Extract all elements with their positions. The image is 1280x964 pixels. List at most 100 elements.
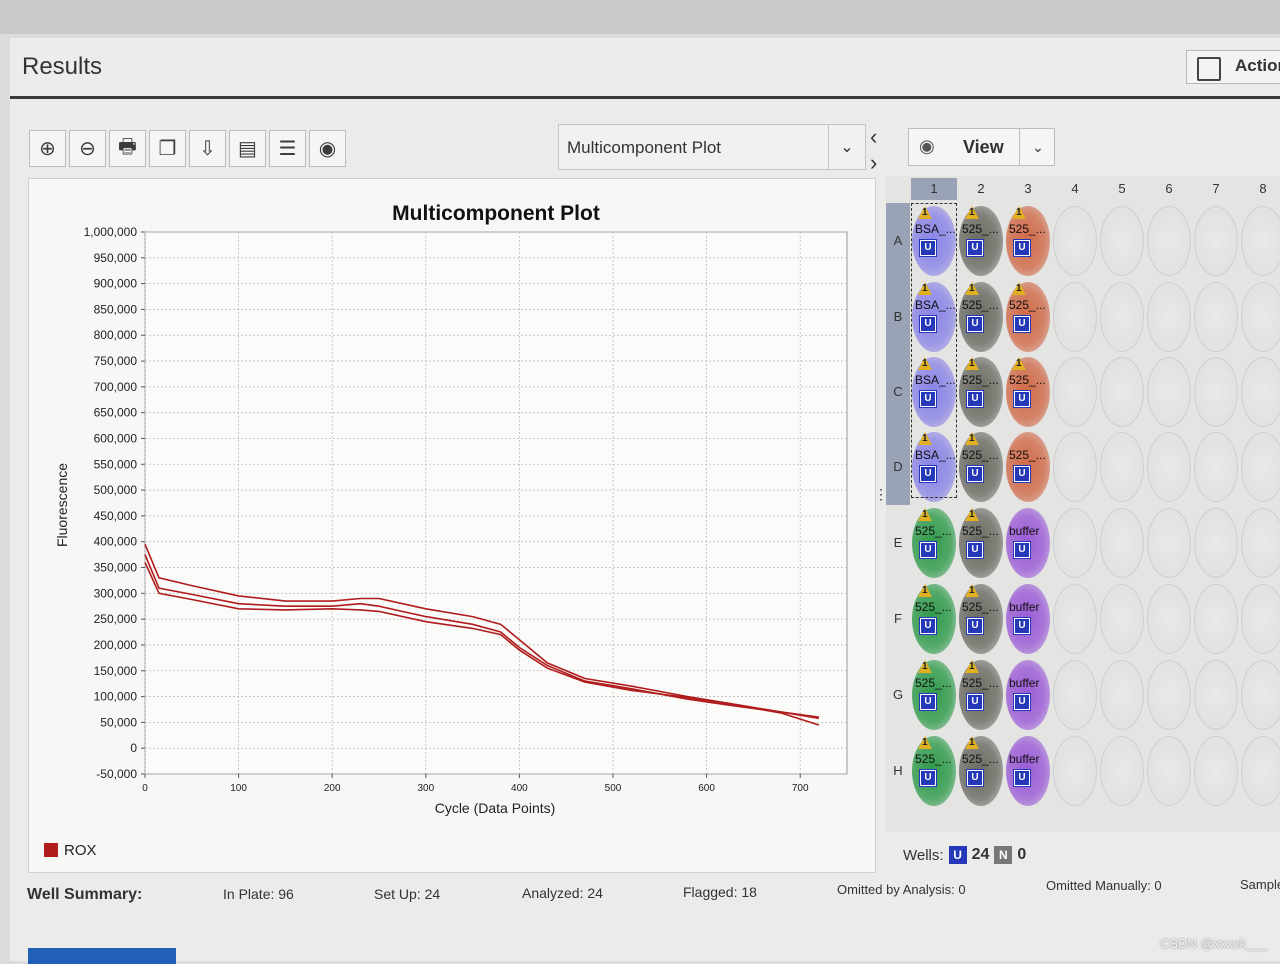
column-header-1[interactable]: 1 xyxy=(911,178,957,200)
empty-well[interactable] xyxy=(1147,660,1191,730)
row-header-H[interactable]: H xyxy=(893,763,903,778)
export-button[interactable]: ⇩ xyxy=(189,130,226,167)
empty-well[interactable] xyxy=(1194,508,1238,578)
plate-well[interactable]: 1 525_... U xyxy=(959,508,1003,578)
empty-well[interactable] xyxy=(1194,206,1238,276)
plate-well[interactable]: 1 525_... U xyxy=(959,432,1003,502)
empty-well[interactable] xyxy=(1053,736,1097,806)
bottom-action-button[interactable] xyxy=(28,948,176,964)
empty-well[interactable] xyxy=(1241,736,1280,806)
plate-well[interactable]: 1 525_... U xyxy=(959,357,1003,427)
empty-well[interactable] xyxy=(1241,660,1280,730)
row-header-B[interactable]: B xyxy=(886,279,910,355)
plate-well[interactable]: 1 BSA_... U xyxy=(912,432,956,502)
empty-well[interactable] xyxy=(1100,282,1144,352)
multicomponent-plot[interactable]: 1,000,000 950,000 900,000 850,000 800,000 750… xyxy=(29,179,875,872)
column-header-6[interactable]: 6 xyxy=(1165,181,1173,196)
plate-well[interactable]: 1 BSA_... U xyxy=(912,206,956,276)
plate-well[interactable]: 1 525_... U xyxy=(959,206,1003,276)
action-button[interactable]: Action xyxy=(1186,50,1280,84)
empty-well[interactable] xyxy=(1147,508,1191,578)
plate-well[interactable]: 1 525_... U xyxy=(912,584,956,654)
plate-well[interactable]: 525_... U xyxy=(1006,432,1050,502)
empty-well[interactable] xyxy=(1241,282,1280,352)
chevron-left-icon[interactable]: ‹ xyxy=(870,124,878,149)
empty-well[interactable] xyxy=(1100,660,1144,730)
empty-well[interactable] xyxy=(1194,736,1238,806)
plate-well[interactable]: 1 BSA_... U xyxy=(912,357,956,427)
empty-well[interactable] xyxy=(1100,206,1144,276)
chevron-right-icon[interactable]: › xyxy=(870,150,878,175)
chevron-down-icon[interactable]: ⌄ xyxy=(828,125,865,169)
view-button[interactable]: ◉ View ⌄ xyxy=(908,128,1055,166)
plate-well[interactable]: 1 525_... U xyxy=(959,584,1003,654)
row-header-G[interactable]: G xyxy=(892,687,904,702)
report-button[interactable]: ▤ xyxy=(229,130,266,167)
empty-well[interactable] xyxy=(1241,206,1280,276)
empty-well[interactable] xyxy=(1100,508,1144,578)
plate-well[interactable]: buffer U xyxy=(1006,584,1050,654)
empty-well[interactable] xyxy=(1194,660,1238,730)
empty-well[interactable] xyxy=(1100,736,1144,806)
plate-well[interactable]: buffer U xyxy=(1006,736,1050,806)
chevron-down-icon[interactable]: ⌄ xyxy=(1019,129,1056,165)
column-header-8[interactable]: 8 xyxy=(1259,181,1267,196)
plate-well[interactable]: 1 BSA_... U xyxy=(912,282,956,352)
series-line[interactable] xyxy=(144,543,820,718)
empty-well[interactable] xyxy=(1100,357,1144,427)
row-header-A[interactable]: A xyxy=(886,203,910,279)
empty-well[interactable] xyxy=(1241,357,1280,427)
series-line[interactable] xyxy=(144,554,820,720)
copy-button[interactable]: ❐ xyxy=(149,130,186,167)
empty-well[interactable] xyxy=(1053,206,1097,276)
plot-type-select[interactable]: Multicomponent Plot ⌄ xyxy=(558,124,866,170)
empty-well[interactable] xyxy=(1053,660,1097,730)
plate-well[interactable]: 1 525_... U xyxy=(912,508,956,578)
row-header-E[interactable]: E xyxy=(893,535,903,550)
column-header-2[interactable]: 2 xyxy=(977,181,985,196)
empty-well[interactable] xyxy=(1147,432,1191,502)
plate-well[interactable]: 1 525_... U xyxy=(959,660,1003,730)
plate-well[interactable]: 1 525_... U xyxy=(1006,282,1050,352)
empty-well[interactable] xyxy=(1053,357,1097,427)
column-header-5[interactable]: 5 xyxy=(1118,181,1126,196)
column-header-7[interactable]: 7 xyxy=(1212,181,1220,196)
empty-well[interactable] xyxy=(1241,432,1280,502)
empty-well[interactable] xyxy=(1053,432,1097,502)
row-header-D[interactable]: D xyxy=(886,429,910,505)
plate-well[interactable]: 1 525_... U xyxy=(959,282,1003,352)
empty-well[interactable] xyxy=(1147,206,1191,276)
zoom-in-button[interactable]: ⊕ xyxy=(29,130,66,167)
empty-well[interactable] xyxy=(1147,282,1191,352)
empty-well[interactable] xyxy=(1194,357,1238,427)
empty-well[interactable] xyxy=(1053,282,1097,352)
empty-well[interactable] xyxy=(1194,432,1238,502)
empty-well[interactable] xyxy=(1053,584,1097,654)
column-header-3[interactable]: 3 xyxy=(1024,181,1032,196)
empty-well[interactable] xyxy=(1147,736,1191,806)
plate-well[interactable]: 1 525_... U xyxy=(1006,357,1050,427)
empty-well[interactable] xyxy=(1147,357,1191,427)
plate-well[interactable]: 1 525_... U xyxy=(959,736,1003,806)
plate-well[interactable]: buffer U xyxy=(1006,660,1050,730)
empty-well[interactable] xyxy=(1100,432,1144,502)
empty-well[interactable] xyxy=(1194,584,1238,654)
empty-well[interactable] xyxy=(1053,508,1097,578)
row-header-C[interactable]: C xyxy=(886,354,910,430)
empty-well[interactable] xyxy=(1100,584,1144,654)
plate-well[interactable]: 1 525_... U xyxy=(912,736,956,806)
empty-well[interactable] xyxy=(1241,584,1280,654)
empty-well[interactable] xyxy=(1194,282,1238,352)
legend-button[interactable]: ☰ xyxy=(269,130,306,167)
splitter-handle[interactable]: ⋮ xyxy=(874,486,888,502)
plate-well[interactable]: 1 525_... U xyxy=(1006,206,1050,276)
empty-well[interactable] xyxy=(1147,584,1191,654)
series-line[interactable] xyxy=(144,562,820,726)
zoom-out-button[interactable]: ⊖ xyxy=(69,130,106,167)
empty-well[interactable] xyxy=(1241,508,1280,578)
plate-well[interactable]: 1 525_... U xyxy=(912,660,956,730)
show-button[interactable]: ◉ xyxy=(309,130,346,167)
plate-well[interactable]: buffer U xyxy=(1006,508,1050,578)
column-header-4[interactable]: 4 xyxy=(1071,181,1079,196)
row-header-F[interactable]: F xyxy=(894,611,902,626)
